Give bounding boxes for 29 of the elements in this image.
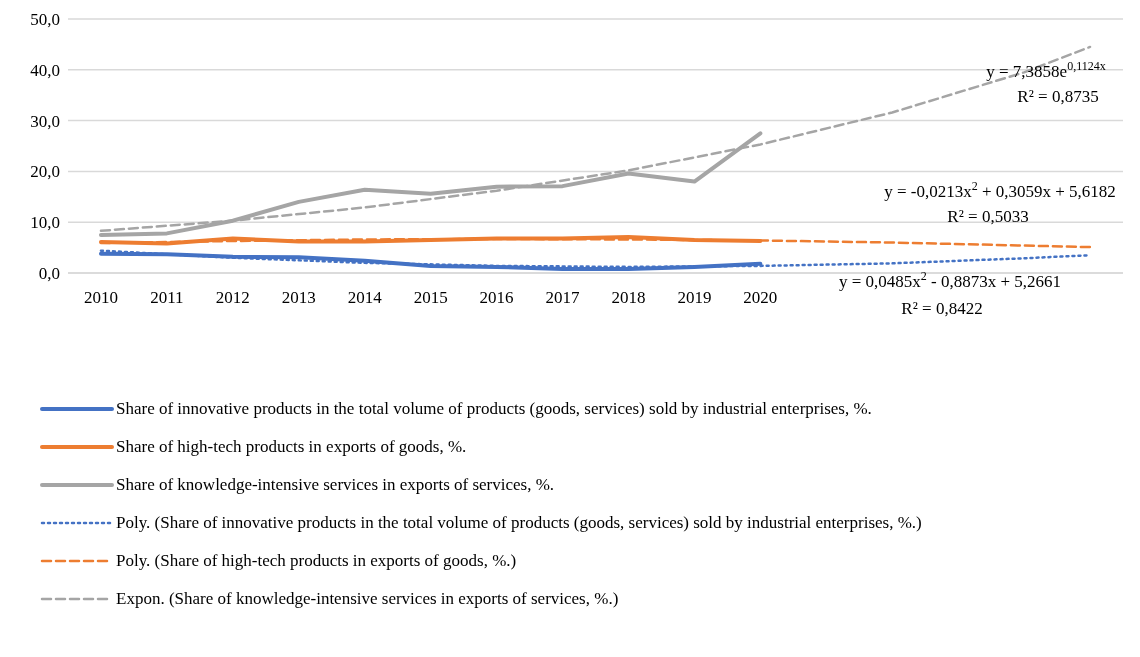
legend-label: Poly. (Share of innovative products in the total volume of products (goods, services) sold by industrial enterprises, %.) [116, 512, 922, 533]
annotation: y = -0,0213x$^{2}$ + 0,3059x + 5,6182 [884, 179, 1116, 201]
x-tick-label: 2012 [215, 288, 250, 308]
y-tick-label: 40,0 [30, 60, 60, 80]
x-tick-label: 2019 [677, 288, 712, 308]
x-tick-label: 2020 [743, 288, 778, 308]
y-tick-label: 20,0 [30, 162, 60, 182]
annotation: R² = 0,5033 [947, 207, 1029, 226]
annotation: y = 0,0485x$^{2}$ - 0,8873x + 5,2661 [838, 269, 1062, 291]
y-tick-label: 30,0 [30, 111, 60, 131]
legend-label: Share of knowledge-intensive services in exports of services, %. [116, 474, 555, 495]
legend-label: Share of high-tech products in exports of goods, %. [116, 436, 467, 457]
y-tick-label: 0,0 [38, 264, 60, 284]
x-tick-label: 2016 [479, 288, 514, 308]
annotation: y = 7,3858e$^{0,1124x}$ [986, 59, 1106, 81]
legend-label: Poly. (Share of high-tech products in exports of goods, %.) [116, 550, 517, 571]
legend-label: Expon. (Share of knowledge-intensive services in exports of services, %.) [116, 588, 619, 609]
y-tick-label: 50,0 [30, 10, 60, 30]
x-tick-label: 2017 [545, 288, 581, 308]
annotation: R² = 0,8735 [1017, 87, 1099, 106]
x-tick-label: 2011 [150, 288, 184, 308]
y-tick-label: 10,0 [30, 213, 60, 233]
x-tick-label: 2013 [281, 288, 316, 308]
text: R² = 0,8422 [901, 299, 983, 318]
x-tick-label: 2014 [347, 288, 383, 308]
x-tick-label: 2010 [83, 288, 118, 308]
x-tick-label: 2015 [413, 288, 448, 308]
legend-label: Share of innovative products in the total volume of products (goods, services) sold by industrial enterprises, %. [116, 398, 872, 419]
x-tick-label: 2018 [611, 288, 646, 308]
